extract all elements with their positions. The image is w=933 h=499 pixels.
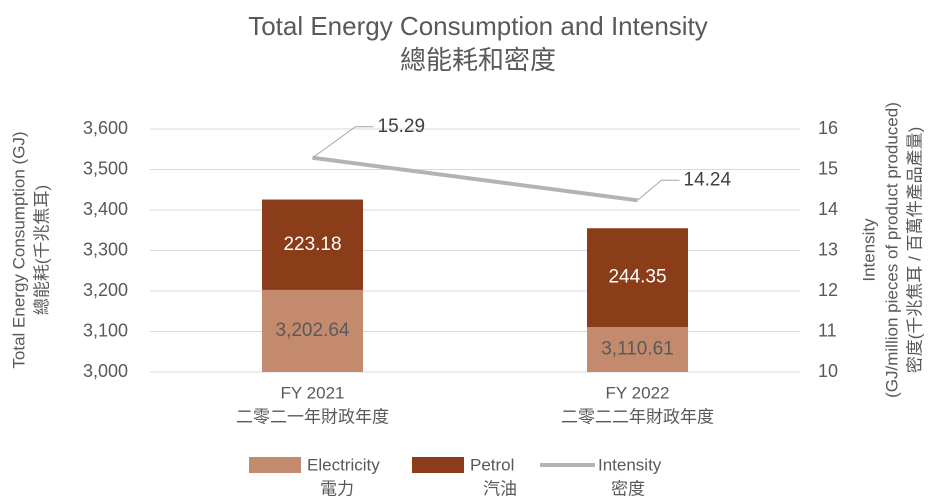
x-tick-label: 二零二一年財政年度	[236, 407, 389, 426]
y-axis-label: Total Energy Consumption (GJ)	[9, 131, 28, 368]
y-tick-label: 3,000	[83, 361, 128, 381]
y2-axis-label: 密度(千兆焦耳 / 百萬件產品產量)	[905, 127, 924, 374]
legend-label: 電力	[320, 479, 354, 498]
y2-tick-label: 16	[818, 118, 838, 138]
bar	[262, 289, 363, 372]
data-label: 244.35	[608, 267, 666, 288]
y-axis-label: 總能耗(千兆焦耳)	[32, 185, 51, 315]
y2-axis-label: (GJ/million pieces of product produced)	[882, 102, 901, 398]
y-tick-label: 3,400	[83, 199, 128, 219]
chart-title: Total Energy Consumption and Intensity	[248, 11, 708, 41]
y-tick-label: 3,500	[83, 158, 128, 178]
data-label: 3,110.61	[601, 339, 674, 360]
y-tick-label: 3,100	[83, 320, 128, 340]
data-label: 14.24	[684, 169, 732, 190]
y2-tick-label: 13	[818, 239, 838, 259]
y2-axis-label: Intensity	[859, 218, 878, 282]
leader-line	[312, 126, 374, 159]
line	[312, 155, 638, 203]
data-label: 15.29	[378, 116, 426, 137]
legend-label: Petrol	[470, 455, 514, 474]
data-label: 3,202.64	[276, 320, 350, 341]
bar	[587, 327, 688, 372]
leader-line	[637, 179, 680, 201]
bar	[587, 228, 688, 328]
legend-label: Electricity	[307, 455, 380, 474]
y2-tick-label: 10	[818, 361, 838, 381]
x-tick-label: FY 2022	[606, 383, 670, 402]
x-tick-label: 二零二二年財政年度	[561, 407, 714, 426]
x-tick-label: FY 2021	[281, 383, 345, 402]
y-tick-label: 3,200	[83, 280, 128, 300]
chart-title: 總能耗和密度	[400, 45, 556, 75]
legend-swatch	[412, 457, 464, 473]
y2-tick-label: 14	[818, 199, 838, 219]
legend-label: Intensity	[598, 455, 662, 474]
y2-tick-label: 12	[818, 280, 838, 300]
bar	[262, 199, 363, 290]
legend-label: 汽油	[483, 479, 517, 498]
legend-label: 密度	[611, 479, 645, 498]
y2-tick-label: 15	[818, 158, 838, 178]
data-label: 223.18	[283, 234, 341, 255]
y2-tick-label: 11	[818, 320, 837, 340]
legend-swatch	[249, 457, 301, 473]
y-tick-label: 3,600	[83, 118, 128, 138]
y-tick-label: 3,300	[83, 239, 128, 259]
